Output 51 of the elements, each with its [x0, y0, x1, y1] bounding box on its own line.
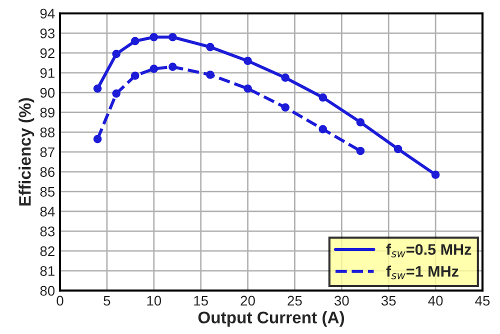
y-tick-label: 84	[40, 206, 55, 217]
y-tick-label: 90	[40, 88, 55, 98]
x-tick-label: 10	[147, 296, 162, 306]
point	[130, 72, 140, 80]
x-tick-label: 30	[334, 296, 349, 306]
point	[281, 74, 290, 82]
y-tick-label: 92	[40, 48, 54, 58]
point	[356, 146, 365, 156]
y-tick-label: 89	[40, 108, 54, 118]
point	[244, 56, 252, 66]
x-tick-label: 5	[104, 296, 110, 306]
x-tick-label: 25	[288, 296, 302, 306]
point	[168, 32, 177, 42]
point	[168, 62, 177, 71]
y-tick-label: 86	[40, 167, 55, 177]
y-tick-label: 93	[40, 28, 55, 38]
point	[281, 103, 290, 112]
point	[394, 144, 402, 154]
y-tick-label: 82	[40, 246, 54, 256]
point	[150, 32, 158, 42]
x-tick-label: 35	[381, 296, 396, 306]
point	[93, 84, 102, 93]
y-axis-title: Efficiency (%)	[18, 98, 34, 206]
x-tick-label: 45	[475, 296, 490, 306]
point	[356, 118, 365, 126]
y-tick-label: 80	[40, 286, 55, 296]
point	[112, 89, 120, 98]
legend-label: f$_{sw}$=0.5 MHz	[386, 244, 472, 258]
y-tick-label: 87	[40, 147, 54, 158]
x-tick-label: 15	[194, 296, 208, 306]
y-tick-label: 88	[40, 128, 55, 138]
point	[318, 93, 328, 102]
legend-label: f$_{sw}$=1 MHz	[386, 266, 458, 280]
x-tick-label: 0	[56, 296, 64, 306]
point	[431, 170, 440, 179]
y-tick-label: 91	[40, 68, 54, 78]
y-tick-label: 94	[40, 8, 55, 19]
point	[206, 70, 214, 79]
x-axis-title: Output Current (A)	[198, 311, 344, 327]
x-tick-label: 20	[240, 296, 255, 306]
point	[150, 64, 158, 73]
y-tick-label: 85	[40, 186, 55, 197]
point	[244, 84, 252, 93]
point	[112, 50, 120, 58]
point	[318, 125, 328, 134]
y-tick-label: 83	[40, 226, 55, 236]
y-tick-label: 81	[40, 266, 54, 276]
point	[130, 36, 140, 46]
point	[93, 134, 102, 144]
point	[206, 42, 214, 52]
x-tick-label: 40	[428, 296, 443, 306]
